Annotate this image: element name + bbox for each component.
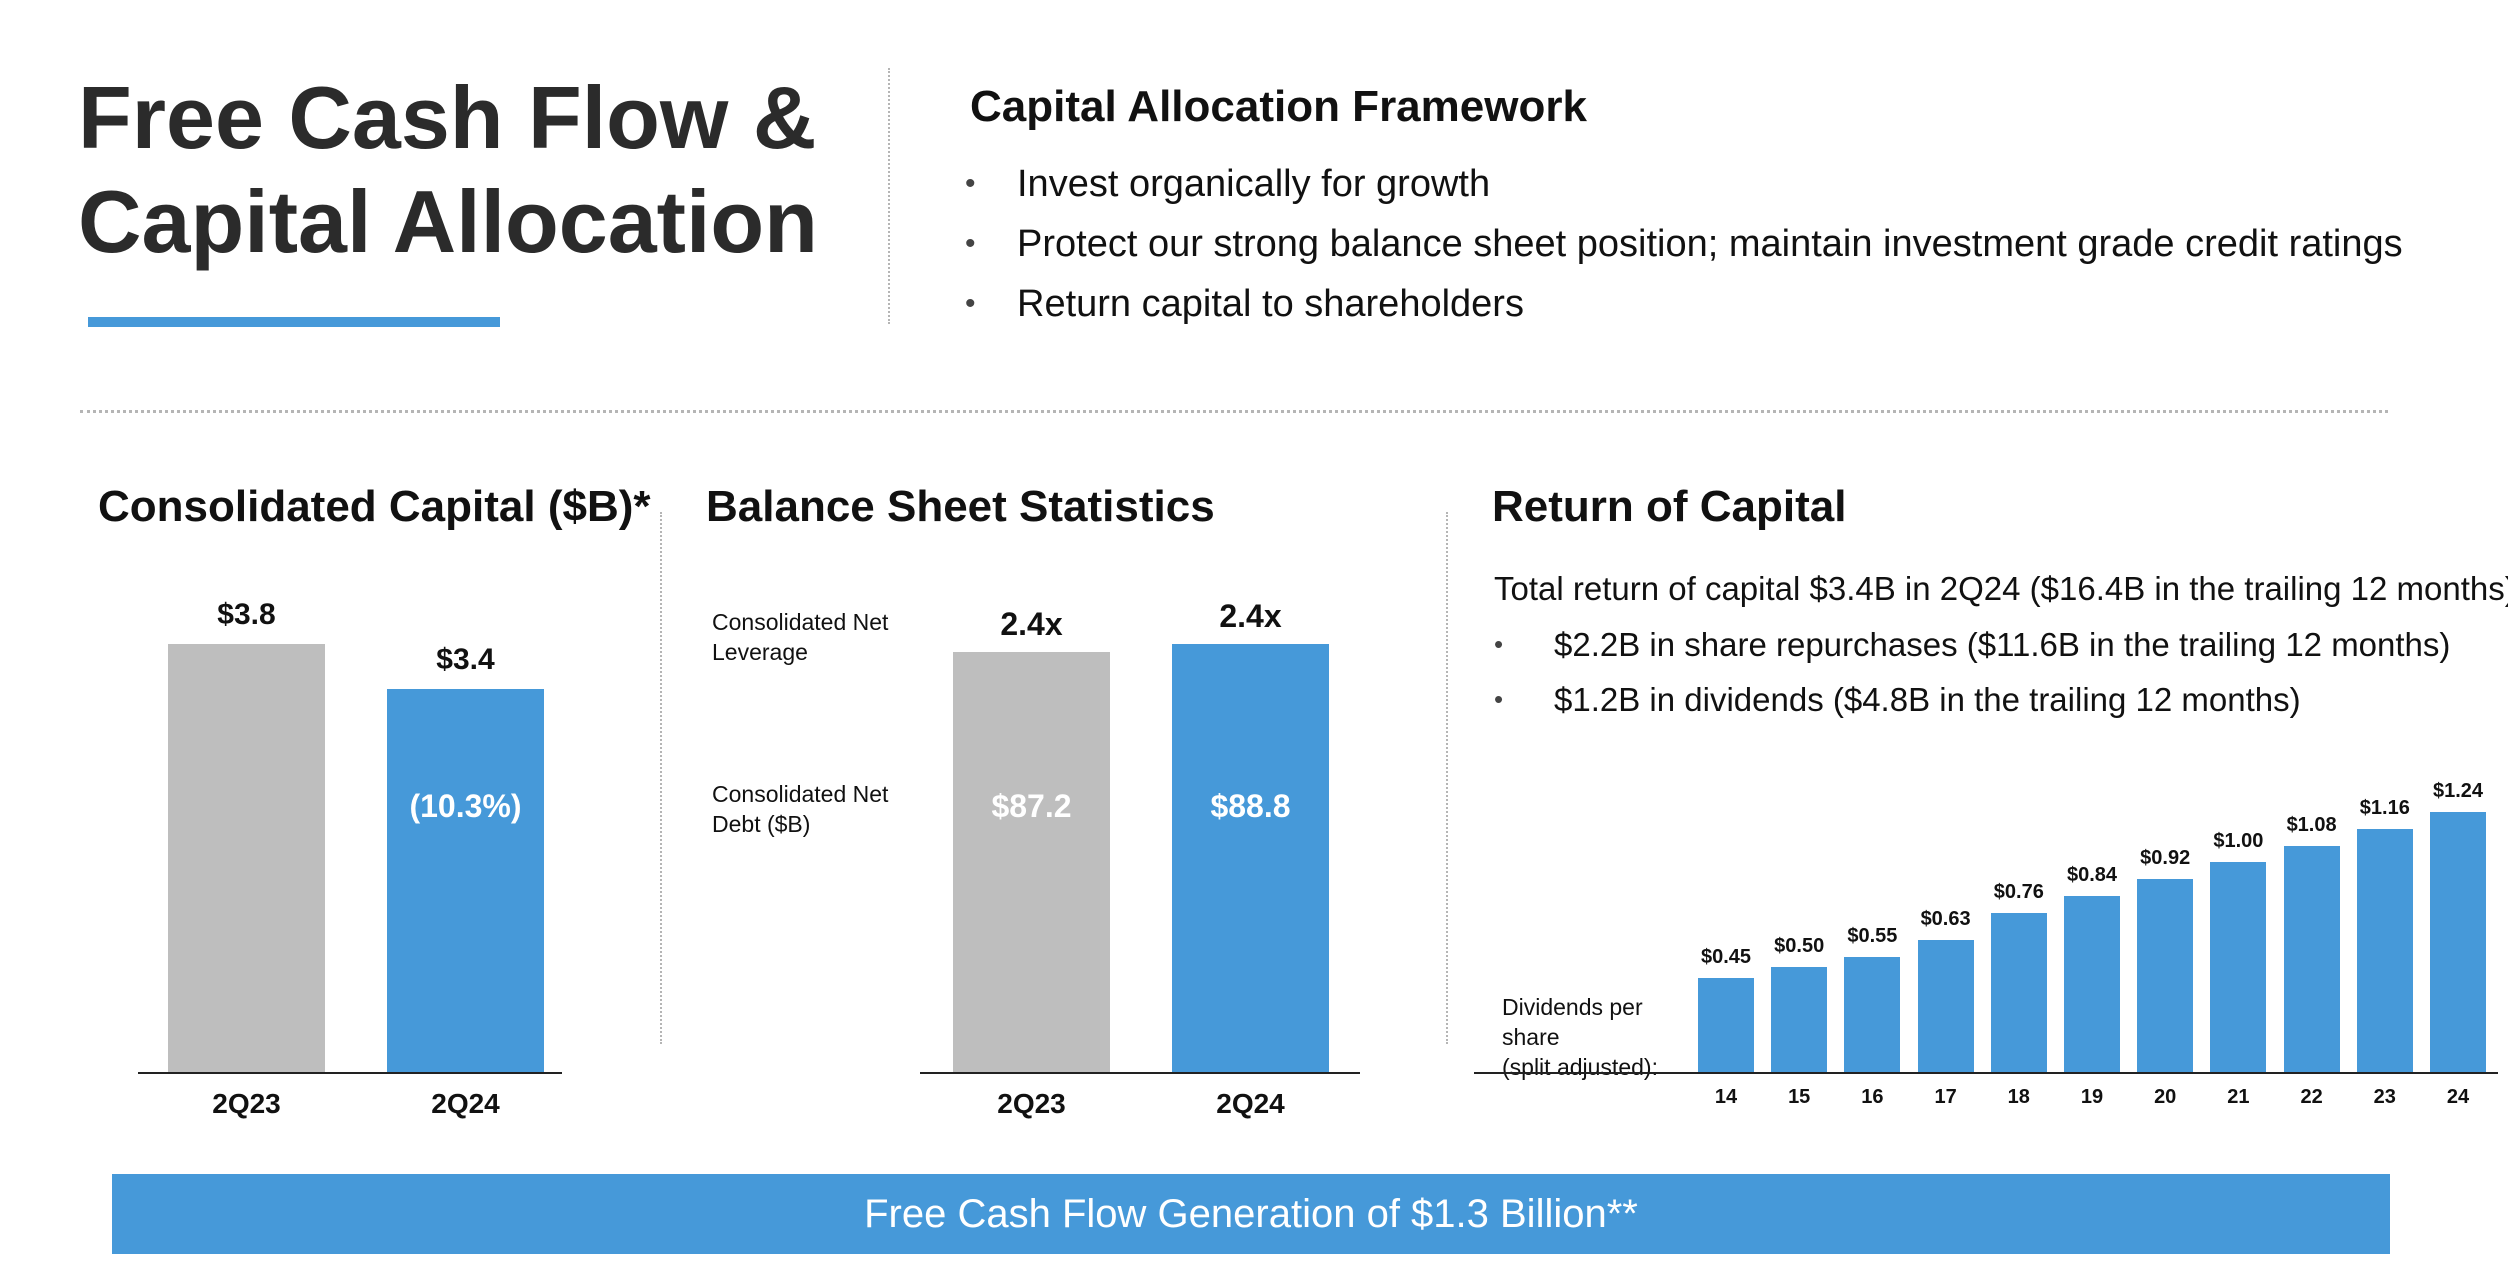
dividends-category-label: 16: [1861, 1086, 1884, 1108]
dividends-value-label: $0.63: [1920, 907, 1971, 930]
dividends-category-label: 21: [2227, 1086, 2250, 1108]
title-underline: [88, 317, 500, 327]
return-of-capital-bullet: • $2.2B in share repurchases ($11.6B in t…: [1494, 617, 2450, 672]
consolidated-capital-chart: $3.8 2Q23 $3.4 (10.3%) 2Q24: [138, 590, 562, 1130]
dividends-value-label: $0.84: [2066, 863, 2118, 886]
consolidated_capital-value-label: $3.4: [436, 643, 495, 677]
framework-bullet-text: Protect our strong balance sheet positio…: [1017, 223, 2403, 265]
dividends-category-label: 20: [2154, 1086, 2177, 1108]
dividends-bar: [1844, 956, 1901, 1072]
balance_sheet-inner-label: $88.8: [1210, 788, 1291, 824]
dividends-category-label: 23: [2373, 1086, 2396, 1108]
section-divider: [80, 410, 2388, 413]
net-leverage-label: Consolidated Net Leverage: [712, 609, 889, 665]
dividends-bar: [2210, 862, 2267, 1072]
consolidated_capital-axis-line: [138, 1072, 562, 1074]
dividends-bar: [1698, 977, 1754, 1072]
consolidated_capital-category-label: 2Q23: [212, 1088, 281, 1119]
return-of-capital-bullet: • $1.2B in dividends ($4.8B in the traili…: [1494, 672, 2450, 727]
framework-bullet: • Protect our strong balance sheet positi…: [965, 214, 2403, 274]
bullet-icon: •: [965, 167, 976, 200]
page-title-line-2: Capital Allocation: [78, 172, 818, 271]
dividends-bar: [1771, 967, 1828, 1072]
dividends-bar: [1917, 939, 1974, 1072]
dividends-value-label: $0.76: [1993, 880, 2044, 903]
balance_sheet-category-label: 2Q23: [997, 1088, 1066, 1119]
dividends-axis-line: [1474, 1072, 2498, 1074]
balance-sheet-title: Balance Sheet Statistics: [706, 482, 1215, 531]
balance-sheet-chart: 2.4x $87.2 2Q23 2.4x $88.8 2Q24: [920, 590, 1360, 1130]
balance_sheet-value-label: 2.4x: [1219, 598, 1282, 634]
page-title: Free Cash Flow & Capital Allocation: [78, 66, 858, 274]
dividends-value-label: $1.00: [2213, 830, 2264, 853]
balance_sheet-bar: [953, 651, 1110, 1072]
consolidated_capital-value-label: $3.8: [217, 598, 276, 631]
dividends-chart: $0.45 14 $0.50 15 $0.55 16 $0.63 17 $0.76 18 $0.84…: [1474, 740, 2498, 1125]
dividends-category-label: 14: [1714, 1086, 1738, 1108]
panel-divider-2: [1446, 512, 1448, 1044]
dividends-category-label: 15: [1788, 1086, 1811, 1108]
balance_sheet-value-label: 2.4x: [1000, 605, 1063, 642]
dividends-category-label: 24: [2446, 1086, 2470, 1108]
balance_sheet-category-label: 2Q24: [1216, 1088, 1285, 1119]
bullet-icon: •: [1494, 684, 1504, 714]
dividends-label-line-1: Dividends per share: [1502, 994, 1643, 1050]
page-title-line-1: Free Cash Flow &: [78, 68, 817, 167]
bullet-icon: •: [1494, 629, 1504, 659]
dividends-category-label: 19: [2080, 1086, 2104, 1108]
consolidated_capital-bar: [387, 689, 544, 1072]
return-of-capital-bullet-text: $2.2B in share repurchases ($11.6B in th…: [1554, 626, 2451, 663]
dividends-bar: [2430, 812, 2486, 1072]
dividends-value-label: $0.50: [1774, 935, 1825, 958]
dividends-bar: [1990, 912, 2047, 1072]
dividends-label-line-2: (split adjusted):: [1502, 1054, 1658, 1080]
bullet-icon: •: [965, 227, 976, 260]
dividends-value-label: $0.55: [1847, 924, 1898, 947]
dividends-value-label: $1.16: [2359, 796, 2410, 819]
free-cash-flow-banner: Free Cash Flow Generation of $1.3 Billio…: [112, 1174, 2390, 1254]
dividends-bar: [2137, 879, 2194, 1072]
dividends-value-label: $1.08: [2286, 813, 2337, 836]
net-debt-label: Consolidated Net Debt ($B): [712, 781, 889, 837]
dividends-value-label: $1.24: [2432, 780, 2484, 802]
dividends-label: Dividends per share (split adjusted):: [1502, 992, 1702, 1082]
balance_sheet-bar: [1172, 644, 1329, 1072]
return-of-capital-list: • $2.2B in share repurchases ($11.6B in t…: [1494, 617, 2450, 727]
return-of-capital-title: Return of Capital: [1492, 482, 1847, 531]
balance_sheet-axis-line: [920, 1072, 1360, 1074]
consolidated_capital-category-label: 2Q24: [431, 1088, 500, 1119]
framework-bullet-text: Return capital to shareholders: [1017, 283, 1524, 325]
dividends-bar: [2283, 845, 2340, 1072]
framework-bullet: • Invest organically for growth: [965, 154, 2403, 214]
dividends-value-label: $0.45: [1700, 945, 1752, 968]
dividends-bar: [2356, 828, 2413, 1072]
consolidated-capital-title: Consolidated Capital ($B)*: [98, 482, 651, 531]
balance_sheet-inner-label: $87.2: [991, 788, 1072, 824]
panel-divider-1: [660, 512, 662, 1044]
framework-list: • Invest organically for growth • Protect …: [965, 154, 2403, 334]
dividends-value-label: $0.92: [2140, 847, 2191, 870]
dividends-category-label: 17: [1934, 1086, 1957, 1108]
header-divider: [888, 68, 890, 324]
bullet-icon: •: [965, 287, 976, 320]
dividends-category-label: 18: [2007, 1086, 2030, 1108]
framework-bullet: • Return capital to shareholders: [965, 274, 2403, 334]
dividends-category-label: 22: [2300, 1086, 2323, 1108]
free-cash-flow-banner-text: Free Cash Flow Generation of $1.3 Billio…: [864, 1191, 1638, 1236]
framework-bullet-text: Invest organically for growth: [1017, 163, 1491, 205]
consolidated_capital-bar: [168, 644, 325, 1072]
framework-heading: Capital Allocation Framework: [970, 82, 1587, 131]
consolidated_capital-inner-label: (10.3%): [409, 788, 522, 824]
return-of-capital-bullet-text: $1.2B in dividends ($4.8B in the trailin…: [1554, 681, 2301, 718]
dividends-bar: [2064, 895, 2120, 1072]
return-of-capital-summary: Total return of capital $3.4B in 2Q24 ($…: [1494, 570, 2508, 607]
